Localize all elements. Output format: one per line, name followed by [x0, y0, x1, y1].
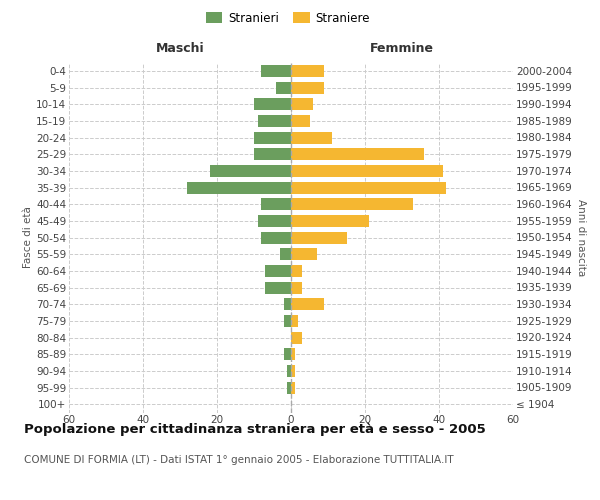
Bar [291, 115, 310, 127]
Bar [291, 282, 302, 294]
Bar [291, 365, 295, 377]
Bar [287, 382, 291, 394]
Bar [284, 298, 291, 310]
Bar [291, 215, 368, 227]
Y-axis label: Anni di nascita: Anni di nascita [577, 199, 586, 276]
Bar [291, 348, 295, 360]
Bar [291, 332, 302, 344]
Bar [291, 298, 325, 310]
Y-axis label: Fasce di età: Fasce di età [23, 206, 33, 268]
Bar [287, 365, 291, 377]
Bar [291, 132, 332, 143]
Bar [291, 248, 317, 260]
Bar [291, 315, 298, 327]
Bar [262, 232, 291, 243]
Bar [291, 232, 347, 243]
Bar [291, 165, 443, 177]
Bar [291, 65, 325, 77]
Bar [265, 282, 291, 294]
Bar [280, 248, 291, 260]
Bar [258, 115, 291, 127]
Bar [262, 198, 291, 210]
Bar [291, 148, 424, 160]
Bar [291, 182, 446, 194]
Bar [291, 198, 413, 210]
Text: Popolazione per cittadinanza straniera per età e sesso - 2005: Popolazione per cittadinanza straniera p… [24, 422, 486, 436]
Bar [187, 182, 291, 194]
Bar [291, 82, 325, 94]
Bar [262, 65, 291, 77]
Bar [291, 265, 302, 277]
Bar [291, 382, 295, 394]
Legend: Stranieri, Straniere: Stranieri, Straniere [201, 7, 375, 30]
Bar [254, 148, 291, 160]
Bar [284, 348, 291, 360]
Bar [209, 165, 291, 177]
Text: COMUNE DI FORMIA (LT) - Dati ISTAT 1° gennaio 2005 - Elaborazione TUTTITALIA.IT: COMUNE DI FORMIA (LT) - Dati ISTAT 1° ge… [24, 455, 454, 465]
Text: Femmine: Femmine [370, 42, 434, 55]
Bar [254, 132, 291, 143]
Text: Maschi: Maschi [155, 42, 205, 55]
Bar [258, 215, 291, 227]
Bar [254, 98, 291, 110]
Bar [276, 82, 291, 94]
Bar [284, 315, 291, 327]
Bar [291, 98, 313, 110]
Bar [265, 265, 291, 277]
